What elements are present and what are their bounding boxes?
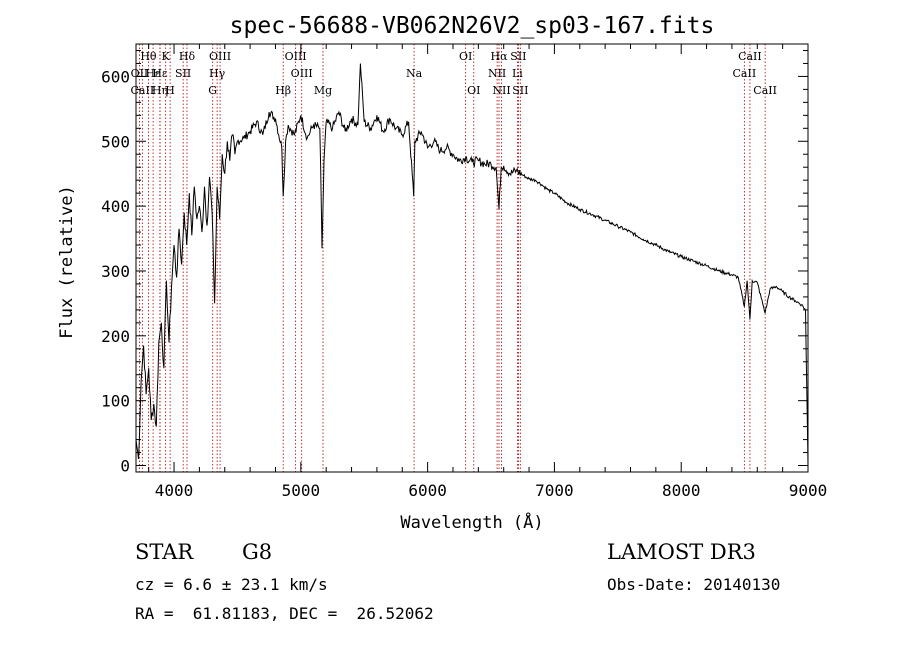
line-label-row-2-9: SII [175, 67, 191, 80]
y-tick-label-400: 400 [101, 197, 130, 216]
redshift-cz: cz = 6.6 ± 23.1 km/s [135, 575, 328, 594]
line-label-row-3-28: CaII [753, 84, 777, 97]
object-class: STAR [135, 540, 194, 564]
observation-date: Obs-Date: 20140130 [607, 575, 781, 594]
chart-title: spec-56688-VB062N26V2_sp03-167.fits [230, 13, 715, 39]
survey-name: LAMOST DR3 [607, 540, 756, 564]
line-label-row-2-17: Na [406, 67, 423, 80]
line-label-row-2-21: NII [488, 67, 506, 80]
line-label-row-1-5: K [162, 50, 171, 63]
line-label-row-1-18: OI [459, 50, 472, 63]
line-label-row-1-20: Hα [490, 50, 508, 63]
line-label-row-2-24: Li [512, 67, 523, 80]
line-label-row-3-19: OI [467, 84, 480, 97]
line-label-row-3-15: Hβ [275, 84, 291, 97]
spectral-line-markers [139, 44, 766, 472]
y-tick-label-0: 0 [120, 457, 130, 476]
y-axis-label: Flux (relative) [57, 185, 77, 339]
x-tick-label-8000: 8000 [662, 481, 701, 500]
x-tick-label-7000: 7000 [535, 481, 574, 500]
x-tick-label-4000: 4000 [155, 481, 194, 500]
line-label-row-3-3: CaII [131, 84, 155, 97]
y-tick-label-500: 500 [101, 132, 130, 151]
plot-frame [135, 43, 809, 473]
line-label-row-3-7: H [165, 84, 175, 97]
x-tick-label-6000: 6000 [408, 481, 447, 500]
line-label-row-1-26: CaII [738, 50, 762, 63]
line-label-row-1-23: SII [510, 50, 526, 63]
y-tick-label-300: 300 [101, 262, 130, 281]
spectrum-series-line [135, 63, 809, 466]
sky-coordinates: RA = 61.81183, DEC = 26.52062 [135, 604, 434, 623]
line-label-row-2-14: OIII [291, 67, 313, 80]
x-axis-ticks: 4000 5000 6000 7000 8000 9000 [148, 44, 828, 500]
line-label-row-3-25: SII [512, 84, 528, 97]
line-label-row-3-16: Mg [314, 84, 332, 97]
line-label-row-3-4: Hη [152, 84, 168, 97]
spectrum-chart: spec-56688-VB062N26V2_sp03-167.fits Hθ OI… [57, 13, 828, 533]
line-label-row-1-0: Hθ [140, 50, 157, 63]
y-axis-ticks: 0 100 200 300 400 500 600 [101, 49, 808, 476]
y-tick-label-600: 600 [101, 67, 130, 86]
line-label-row-3-12: G [208, 84, 217, 97]
line-label-row-2-6: Hε [152, 67, 168, 80]
x-tick-label-5000: 5000 [282, 481, 321, 500]
line-label-row-1-10: OIII [209, 50, 231, 63]
line-label-row-1-8: Hδ [179, 50, 196, 63]
object-subclass: G8 [242, 540, 273, 564]
y-tick-label-200: 200 [101, 327, 130, 346]
y-tick-label-100: 100 [101, 392, 130, 411]
line-label-row-2-11: Hγ [209, 67, 226, 80]
line-label-row-3-22: NII [492, 84, 510, 97]
x-tick-label-9000: 9000 [789, 481, 828, 500]
line-label-row-1-13: OIII [285, 50, 307, 63]
line-label-row-2-27: CaII [733, 67, 757, 80]
line-label-row-2-2: Hε [145, 67, 161, 80]
x-axis-label: Wavelength (Å) [400, 511, 543, 533]
